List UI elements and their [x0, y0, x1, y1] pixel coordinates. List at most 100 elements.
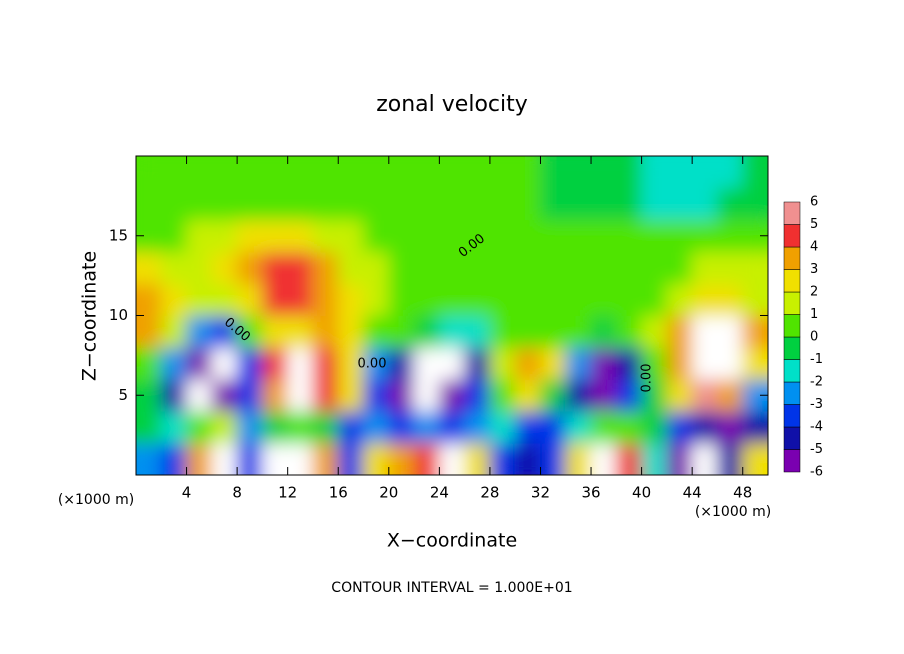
field-cell	[211, 378, 238, 412]
field-cell	[691, 315, 718, 348]
field-cell	[413, 442, 440, 475]
field-cell	[742, 410, 768, 444]
field-cell	[136, 346, 162, 380]
field-cell	[261, 378, 289, 412]
field-cell	[716, 410, 744, 444]
field-cell	[363, 156, 390, 189]
y-tick-label: 5	[118, 386, 128, 404]
field-cell	[489, 410, 516, 444]
field-cells	[136, 156, 768, 475]
field-cell	[211, 251, 238, 285]
field-cell	[160, 442, 188, 475]
field-cell	[565, 251, 592, 285]
field-cell	[742, 156, 768, 189]
field-cell	[287, 251, 314, 285]
field-cell	[590, 315, 617, 348]
field-cell	[438, 346, 466, 380]
colorbar-label: 0	[810, 330, 818, 345]
field-cell	[666, 315, 693, 348]
field-cell	[363, 378, 390, 412]
field-cell	[211, 346, 238, 380]
field-cell	[438, 283, 466, 316]
field-cell	[186, 442, 213, 475]
y-axis-label: Z−coordinate	[79, 251, 101, 381]
field-cell	[211, 219, 238, 253]
field-cell	[312, 410, 339, 444]
field-cell	[160, 378, 188, 412]
field-cell	[261, 283, 289, 316]
field-cell	[565, 378, 592, 412]
field-cell	[186, 156, 213, 189]
field-cell	[236, 378, 263, 412]
field-cell	[287, 219, 314, 253]
field-cell	[136, 187, 162, 221]
field-cell	[438, 315, 466, 348]
x-tick-label: 44	[683, 484, 702, 502]
field-cell	[136, 283, 162, 316]
field-cell	[160, 187, 188, 221]
field-cell	[337, 442, 365, 475]
field-cell	[312, 315, 339, 348]
field-cell	[388, 219, 415, 253]
field-cell	[337, 315, 365, 348]
field-cell	[312, 346, 339, 380]
field-cell	[489, 156, 516, 189]
field-cell	[337, 187, 365, 221]
field-cell	[590, 219, 617, 253]
field-cell	[641, 346, 668, 380]
field-cell	[388, 251, 415, 285]
field-cell	[615, 442, 643, 475]
field-cell	[287, 346, 314, 380]
field-cell	[438, 219, 466, 253]
field-cell	[388, 410, 415, 444]
field-cell	[464, 410, 491, 444]
field-cell	[641, 187, 668, 221]
field-cell	[388, 187, 415, 221]
field-cell	[312, 251, 339, 285]
field-cell	[615, 283, 643, 316]
field-cell	[388, 378, 415, 412]
field-cell	[261, 346, 289, 380]
field-cell	[136, 315, 162, 348]
y-tick-label: 10	[109, 306, 128, 324]
field-cell	[514, 251, 541, 285]
field-cell	[363, 346, 390, 380]
field-cell	[287, 378, 314, 412]
field-cell	[261, 315, 289, 348]
field-cell	[236, 219, 263, 253]
field	[136, 156, 768, 475]
field-cell	[236, 315, 263, 348]
field-cell	[363, 187, 390, 221]
field-cell	[666, 283, 693, 316]
field-cell	[691, 251, 718, 285]
field-cell	[565, 156, 592, 189]
field-cell	[136, 251, 162, 285]
field-cell	[641, 219, 668, 253]
field-cell	[742, 442, 768, 475]
colorbar-label: -1	[810, 352, 823, 367]
field-cell	[438, 187, 466, 221]
field-cell	[565, 410, 592, 444]
field-cell	[666, 156, 693, 189]
x-tick-label: 16	[329, 484, 348, 502]
field-cell	[287, 442, 314, 475]
x-tick-label: 24	[430, 484, 449, 502]
field-cell	[539, 156, 567, 189]
colorbar-box	[783, 449, 801, 473]
field-cell	[539, 283, 567, 316]
field-cell	[742, 251, 768, 285]
field-cell	[514, 442, 541, 475]
footer: CONTOUR INTERVAL = 1.000E+01	[331, 580, 572, 596]
field-cell	[160, 219, 188, 253]
field-cell	[489, 378, 516, 412]
field-cell	[236, 156, 263, 189]
field-cell	[590, 251, 617, 285]
field-cell	[691, 442, 718, 475]
field-cell	[236, 187, 263, 221]
field-cell	[489, 442, 516, 475]
field-cell	[464, 251, 491, 285]
field-cell	[186, 378, 213, 412]
field-cell	[615, 378, 643, 412]
field-cell	[236, 346, 263, 380]
field-cell	[388, 442, 415, 475]
